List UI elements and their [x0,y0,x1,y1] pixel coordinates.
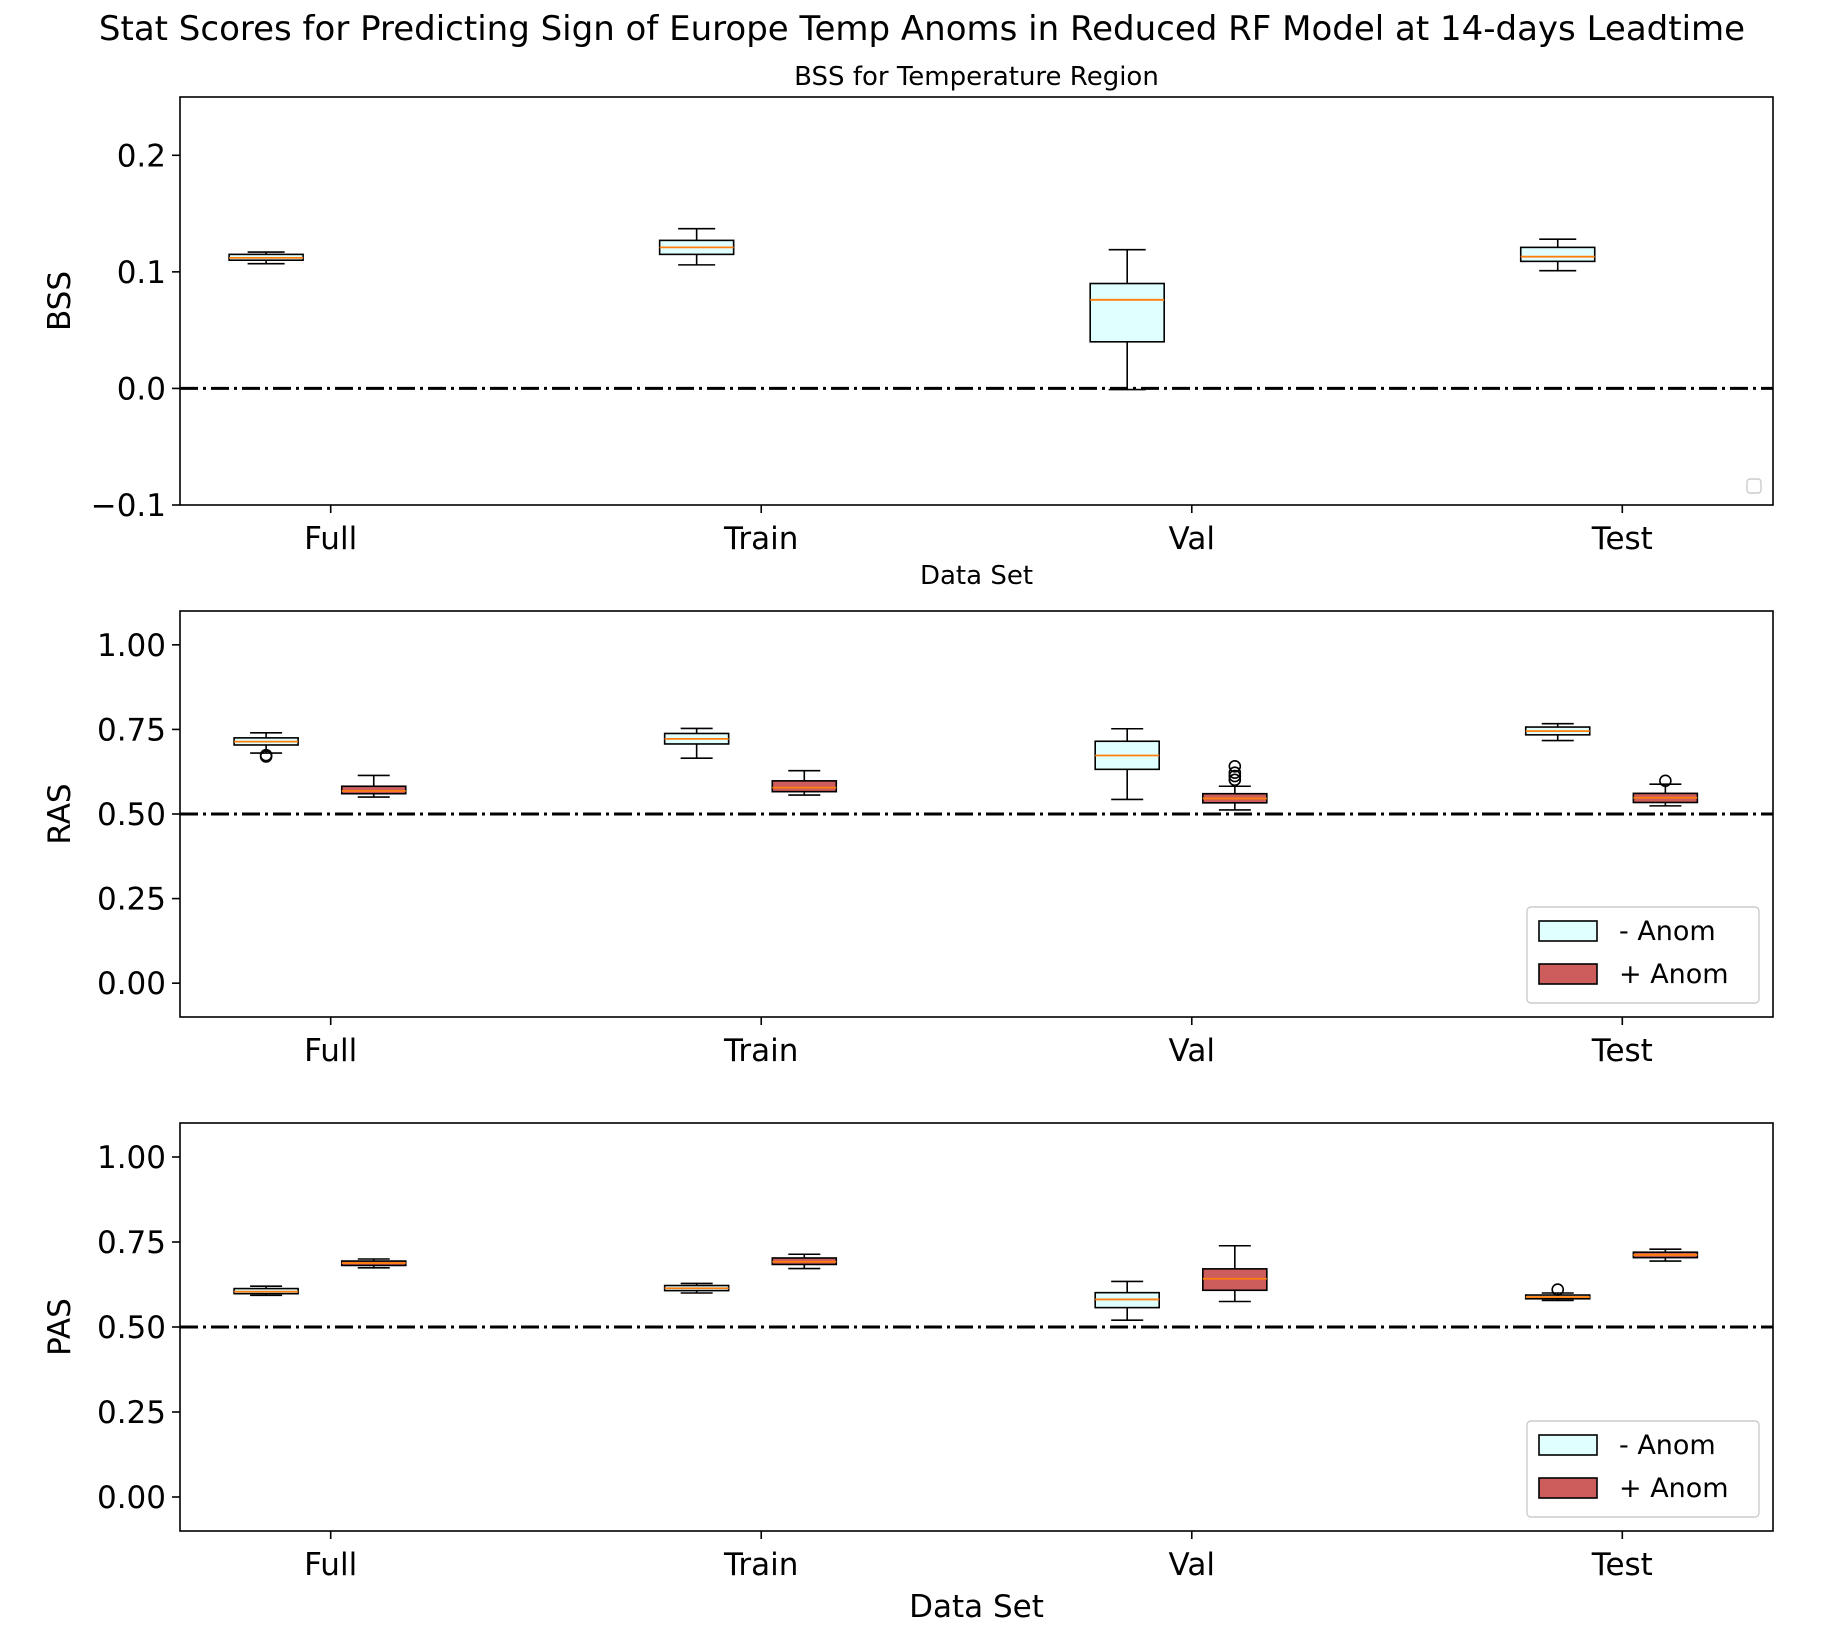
bss-ytick-label: −0.1 [91,488,166,524]
legend-swatch [1538,1434,1598,1456]
ras-box-pos_anom-0 [340,774,407,798]
box-body [340,785,407,795]
bss-ytick-label: 0.2 [117,138,166,174]
box-body [1519,246,1596,263]
ras-box-neg_anom-0 [233,731,299,763]
box-flier [1228,769,1242,783]
ras-ylabel: RAS [42,783,78,844]
box-flier [1228,766,1242,780]
pas-ytick-label: 1.00 [97,1140,166,1176]
box-flier [1228,759,1242,773]
pas-ytick-label: 0.50 [97,1310,166,1346]
legend-label: + Anom [1619,1473,1729,1504]
ras-ytick-label: 0.75 [97,712,166,748]
pas-ytick-label: 0.75 [97,1225,166,1261]
bss-title: BSS for Temperature Region [794,62,1159,92]
legend-label: - Anom [1619,916,1716,947]
bss-box-neg_anom-2 [1089,248,1165,391]
pas-xtick-label: Train [723,1547,798,1583]
bss-xtick-label: Test [1591,521,1653,557]
pas-ytick-label: 0.25 [97,1395,166,1431]
ras-ytick-label: 0.25 [97,882,166,918]
bss-legend-empty [1746,478,1762,494]
ras-ytick-label: 0.50 [97,797,166,833]
ras-xtick-label: Val [1169,1033,1215,1069]
pas-box-neg_anom-0 [233,1285,299,1297]
ras-legend: - Anom + Anom [1526,906,1760,1004]
bss-ytick-label: 0.1 [117,255,166,291]
bss-xlabel: Data Set [920,561,1033,591]
ras-box-pos_anom-3 [1632,774,1699,807]
ras-box-pos_anom-2 [1202,759,1268,811]
legend-label: + Anom [1619,959,1729,990]
bss-axes-frame [179,96,1774,506]
pas-box-neg_anom-3 [1524,1283,1591,1302]
pas-ytick-label: 0.00 [97,1480,166,1516]
pas-box-pos_anom-0 [340,1258,407,1269]
bss-xtick-label: Full [304,521,357,557]
legend-swatch [1538,920,1598,942]
pas-box-neg_anom-1 [663,1282,730,1294]
pas-panel: 0.00 0.25 0.50 0.75 1.00 Full Train Val Test PAS D… [42,1122,1774,1625]
pas-xtick-label: Test [1591,1547,1653,1583]
pas-legend: - Anom + Anom [1526,1420,1760,1518]
pas-box-neg_anom-2 [1094,1280,1160,1321]
pas-box-pos_anom-2 [1202,1244,1268,1303]
ras-box-neg_anom-3 [1524,722,1591,742]
bss-ytick-label: 0.0 [117,371,166,407]
pas-xtick-label: Val [1169,1547,1215,1583]
pas-ylabel: PAS [42,1298,78,1356]
ras-xtick-label: Full [304,1033,357,1069]
box-body [1089,282,1165,343]
pas-xtick-label: Full [304,1547,357,1583]
box-flier [1551,1283,1565,1296]
bss-panel: −0.1 0.0 0.1 0.2 Full Train Val Test BSS Data Set… [42,62,1774,591]
ras-box-pos_anom-1 [771,769,838,796]
bss-box-neg_anom-3 [1519,238,1596,272]
ras-ytick-label: 1.00 [97,628,166,664]
box-body [771,780,838,793]
bss-xtick-label: Val [1169,521,1215,557]
ras-box-neg_anom-1 [663,727,730,759]
legend-swatch [1538,1477,1598,1499]
pas-xlabel: Data Set [909,1589,1044,1625]
ras-panel: 0.00 0.25 0.50 0.75 1.00 Full Train Val Test RAS -… [42,610,1774,1069]
pas-box-pos_anom-1 [771,1253,838,1270]
ras-box-neg_anom-2 [1094,727,1160,801]
legend-label: - Anom [1619,1430,1716,1461]
box-flier [1659,774,1672,788]
bss-xtick-label: Train [723,521,798,557]
ras-xtick-label: Train [723,1033,798,1069]
box-flier [1228,773,1242,787]
figure-title: Stat Scores for Predicting Sign of Europ… [99,9,1745,49]
bss-box-neg_anom-0 [228,251,304,265]
bss-ylabel: BSS [42,271,78,331]
legend-swatch [1538,963,1598,985]
pas-box-pos_anom-3 [1632,1248,1699,1262]
box-flier [259,750,273,763]
ras-xtick-label: Test [1591,1033,1653,1069]
ras-ytick-label: 0.00 [97,966,166,1002]
bss-box-neg_anom-1 [658,227,735,266]
